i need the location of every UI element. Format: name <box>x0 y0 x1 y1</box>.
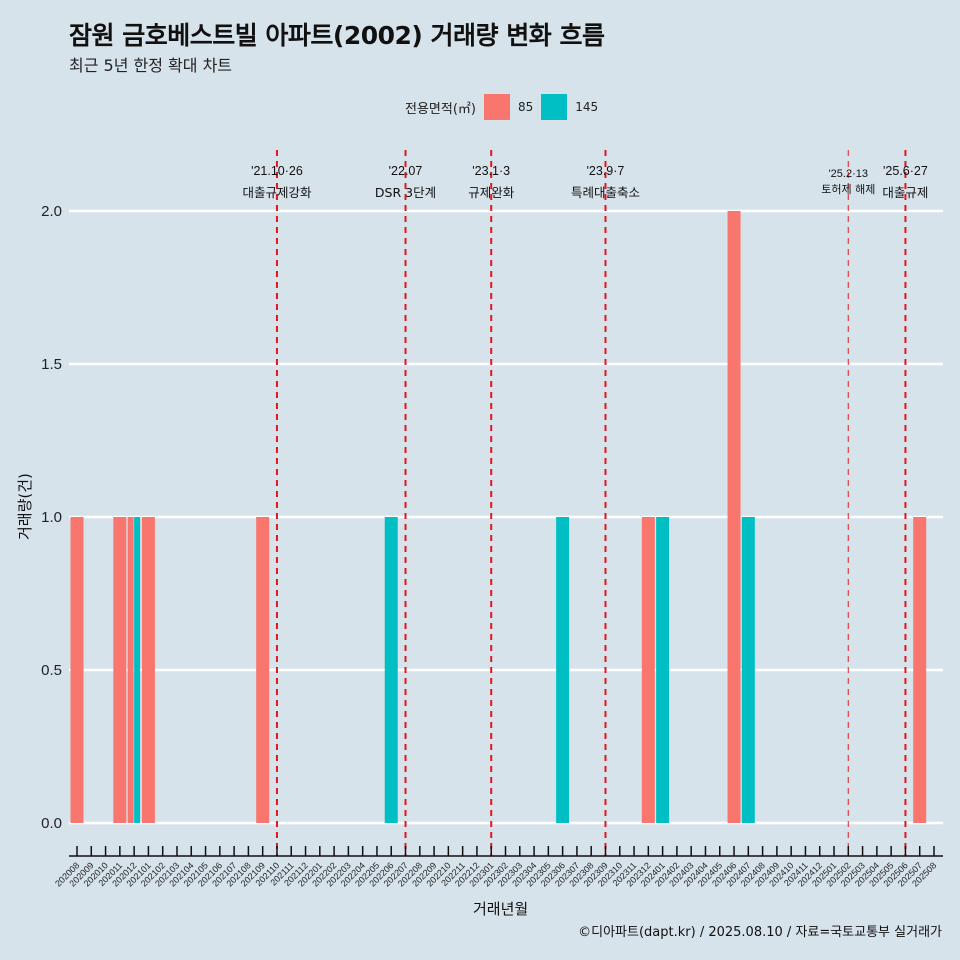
bar-145-202206 <box>384 517 398 823</box>
event-date: '25.2·13 <box>829 168 868 180</box>
event-label: 대출규제강화 <box>242 185 312 200</box>
legend-key-85 <box>483 94 510 120</box>
event-date: '21.10·26 <box>251 164 303 178</box>
bar-85-202109 <box>256 517 270 823</box>
bar-85-202507 <box>913 517 927 823</box>
bar-145-202012 <box>134 517 141 823</box>
event-date: '22.07 <box>389 164 423 178</box>
bar-85-202312 <box>641 517 655 823</box>
bar-85-202012 <box>127 517 134 823</box>
chart-subtitle: 최근 5년 한정 확대 차트 <box>69 56 233 75</box>
legend-key-145 <box>541 94 568 120</box>
event-date: '23.9·7 <box>587 164 625 178</box>
legend-label-85: 85 <box>517 100 534 114</box>
event-label: 규제완화 <box>468 185 515 200</box>
event-label: 대출규제 <box>882 185 928 200</box>
event-date: '25.6·27 <box>883 164 928 178</box>
y-tick-label: 0.0 <box>41 815 62 832</box>
y-tick-label: 1.5 <box>41 356 62 373</box>
x-axis-label: 거래년월 <box>473 900 529 918</box>
bar-145-202407 <box>741 517 755 823</box>
bar-85-202406 <box>727 211 741 823</box>
legend-title: 전용면적(㎡) <box>405 101 476 117</box>
bar-145-202306 <box>556 517 570 823</box>
y-axis-label: 거래량(건) <box>16 473 34 540</box>
legend: 전용면적(㎡) 85 145 <box>405 94 606 120</box>
y-tick-label: 1.0 <box>41 509 62 526</box>
legend-label-145: 145 <box>575 100 599 114</box>
bar-145-202401 <box>656 517 670 823</box>
y-tick-label: 2.0 <box>41 203 62 220</box>
event-date: '23.1·3 <box>472 164 510 178</box>
y-tick-label: 0.5 <box>41 662 62 679</box>
event-label: 토허제 해제 <box>821 182 875 196</box>
bar-85-202101 <box>141 517 155 823</box>
bar-85-202008 <box>70 517 84 823</box>
bar-85-202011 <box>113 517 127 823</box>
event-label: DSR 3단계 <box>375 185 436 200</box>
event-label: 특례대출축소 <box>571 185 640 200</box>
chart-title: 잠원 금호베스트빌 아파트(2002) 거래량 변화 흐름 <box>69 21 605 50</box>
caption: ©디아파트(dapt.kr) / 2025.08.10 / 자료=국토교통부 실… <box>578 925 942 940</box>
